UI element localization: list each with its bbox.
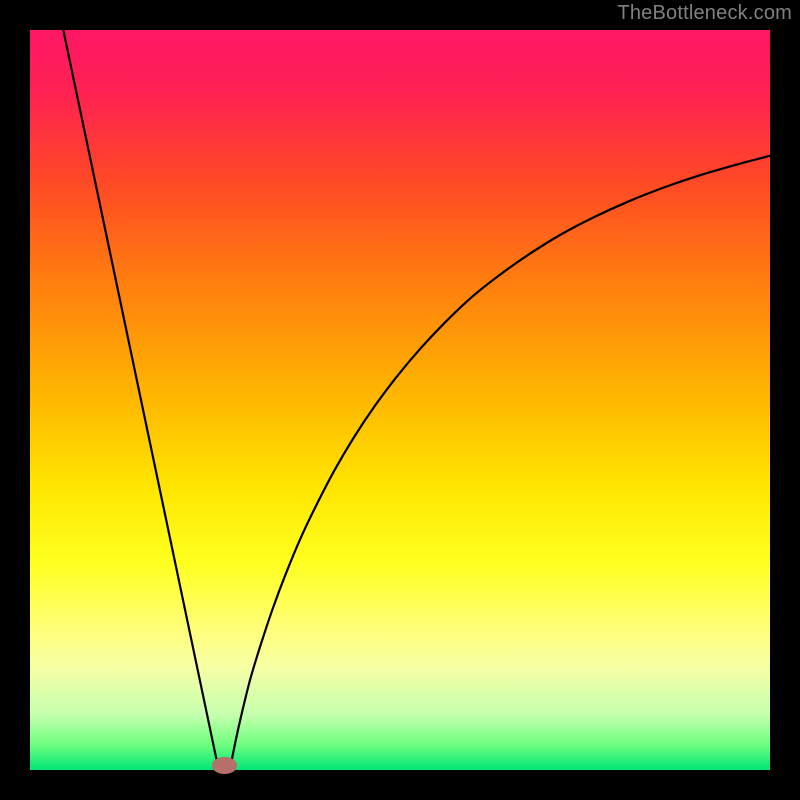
plot-svg bbox=[30, 30, 770, 770]
optimal-point-marker bbox=[212, 757, 237, 773]
attribution-text: TheBottleneck.com bbox=[617, 2, 792, 25]
chart-container: TheBottleneck.com bbox=[0, 0, 800, 800]
plot-area bbox=[30, 30, 770, 770]
